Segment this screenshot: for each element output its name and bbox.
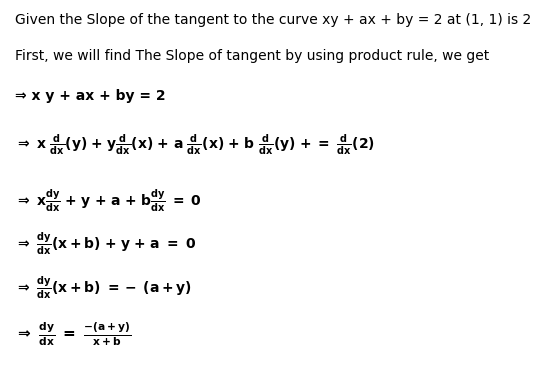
Text: $\mathbf{\Rightarrow}$ $\mathbf{\frac{dy}{dx}}$$\mathbf{(x + b)}$ $\mathbf{= -}$: $\mathbf{\Rightarrow}$ $\mathbf{\frac{dy… xyxy=(16,275,192,301)
Text: Given the Slope of the tangent to the curve xy + ax + by = 2 at (1, 1) is 2: Given the Slope of the tangent to the cu… xyxy=(16,13,532,27)
Text: $\mathbf{\Rightarrow}$ $\mathbf{\frac{dy}{dx}}$ $\mathbf{=}$ $\mathbf{\frac{-(a : $\mathbf{\Rightarrow}$ $\mathbf{\frac{dy… xyxy=(16,320,132,348)
Text: ⇒ x y + ax + by = 2: ⇒ x y + ax + by = 2 xyxy=(16,89,166,103)
Text: $\mathbf{\Rightarrow}$ $\mathbf{x}$ $\mathbf{\frac{d}{dx}}$$\mathbf{(y)}$ $\math: $\mathbf{\Rightarrow}$ $\mathbf{x}$ $\ma… xyxy=(16,133,375,157)
Text: $\mathbf{\Rightarrow}$ $\mathbf{\frac{dy}{dx}}$$\mathbf{(x + b)}$ $\mathbf{+}$ $: $\mathbf{\Rightarrow}$ $\mathbf{\frac{dy… xyxy=(16,231,196,257)
Text: First, we will find The Slope of tangent by using product rule, we get: First, we will find The Slope of tangent… xyxy=(16,49,490,63)
Text: $\mathbf{\Rightarrow}$ $\mathbf{x}$$\mathbf{\frac{dy}{dx}}$ $\mathbf{+}$ $\mathb: $\mathbf{\Rightarrow}$ $\mathbf{x}$$\mat… xyxy=(16,187,203,214)
